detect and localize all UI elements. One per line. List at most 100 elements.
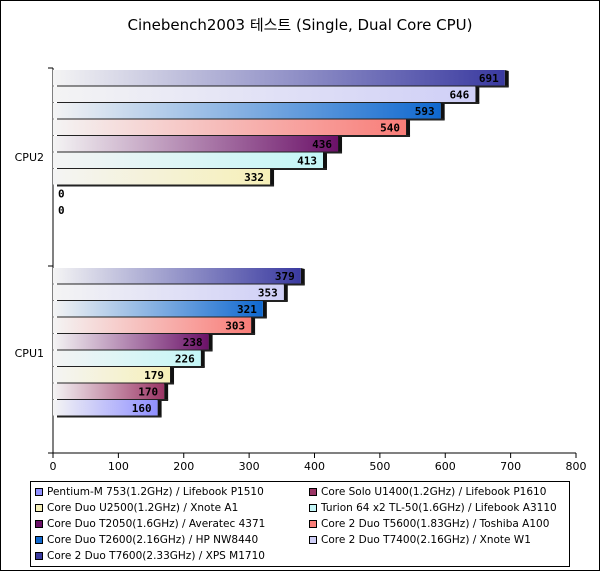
bar-face [53, 383, 165, 399]
legend-item: Turion 64 x2 TL-50(1.6GHz) / Lifebook A3… [309, 502, 557, 514]
legend-label: Core 2 Duo T7600(2.33GHz) / XPS M1710 [47, 550, 265, 562]
bar-face [53, 350, 201, 366]
legend-swatch [309, 520, 317, 528]
legend-label: Core Duo U2500(1.2GHz) / Xnote A1 [47, 502, 239, 514]
bar-face [53, 317, 252, 333]
bar-side [322, 152, 327, 169]
legend-swatch [309, 536, 317, 544]
x-tick-label: 200 [173, 460, 194, 473]
data-label: 593 [415, 105, 435, 118]
bar-side [170, 367, 175, 384]
bar-cpu2-turion-64-x2-tl-50-1-6ghz-lifebook-a3110 [53, 152, 327, 170]
bar-side [475, 86, 480, 103]
bar-cpu1-core-duo-t2600-2-16ghz-hp-nw8440 [53, 301, 267, 319]
bar-side [440, 103, 445, 120]
bar-face [53, 70, 505, 86]
bar-cpu2-core-2-duo-t7400-2-16ghz-xnote-w1 [53, 86, 480, 104]
legend-item: Core Duo T2600(2.16GHz) / HP NW8440 [35, 534, 258, 546]
data-label: 238 [183, 336, 203, 349]
bar-side [157, 400, 162, 417]
x-tick-label: 700 [500, 460, 521, 473]
bar-side [270, 169, 275, 186]
data-label: 179 [144, 369, 164, 382]
data-label: 379 [275, 270, 295, 283]
bar-cpu2-core-duo-t2050-1-6ghz-averatec-4371 [53, 136, 343, 154]
data-label: 332 [244, 171, 264, 184]
legend-swatch [35, 552, 43, 560]
bar-face [53, 152, 323, 168]
data-label: 0 [58, 204, 65, 217]
legend-label: Turion 64 x2 TL-50(1.6GHz) / Lifebook A3… [321, 502, 557, 514]
bar-side [338, 136, 343, 153]
legend-swatch [35, 536, 43, 544]
bar-face [53, 119, 407, 135]
data-label: 303 [225, 319, 245, 332]
category-label-cpu2: CPU2 [15, 151, 44, 164]
bar-cpu2-core-2-duo-t5600-1-83ghz-toshiba-a100 [53, 119, 411, 137]
legend-item: Core 2 Duo T7400(2.16GHz) / Xnote W1 [309, 534, 531, 546]
bar-face [53, 86, 476, 102]
x-tick-label: 500 [369, 460, 390, 473]
data-label: 413 [297, 154, 317, 167]
bar-cpu1-pentium-m-753-1-2ghz-lifebook-p1510 [53, 400, 162, 418]
bar-side [406, 119, 411, 136]
data-label: 646 [449, 88, 469, 101]
bar-bottom [57, 415, 162, 418]
legend-swatch [35, 504, 43, 512]
x-tick-label: 600 [435, 460, 456, 473]
data-label: 353 [258, 286, 278, 299]
bar-face [53, 367, 171, 383]
legend-item: Core Duo T2050(1.6GHz) / Averatec 4371 [35, 518, 265, 530]
data-label: 691 [479, 72, 499, 85]
legend-swatch [309, 504, 317, 512]
data-label: 540 [380, 121, 400, 134]
data-label: 0 [58, 187, 65, 200]
bar-face [53, 301, 263, 317]
x-tick-label: 0 [50, 460, 57, 473]
data-label: 436 [312, 138, 332, 151]
bar-face [53, 169, 271, 185]
bar-side [164, 383, 169, 400]
chart-title: Cinebench2003 테스트 (Single, Dual Core CPU… [127, 16, 473, 34]
bar-chart-plot: 0 100 200 300 400 500 600 700 800 CPU2 CPU1 691 646 5… [15, 67, 587, 473]
data-label: 160 [132, 402, 152, 415]
bar-side [251, 317, 256, 334]
legend-label: Core Duo T2600(2.16GHz) / HP NW8440 [47, 534, 259, 546]
bar-cpu1-core-2-duo-t7600-2-33ghz-xps-m1710 [53, 268, 305, 286]
bar-side [300, 268, 305, 285]
legend-label: Core Duo T2050(1.6GHz) / Averatec 4371 [47, 518, 266, 530]
legend-item: Pentium-M 753(1.2GHz) / Lifebook P1510 [35, 486, 264, 498]
legend-label: Core Solo U1400(1.2GHz) / Lifebook P1610 [321, 486, 547, 498]
bar-cpu1-core-2-duo-t7400-2-16ghz-xnote-w1 [53, 284, 288, 302]
bar-side [262, 301, 267, 318]
legend-item: Core Solo U1400(1.2GHz) / Lifebook P1610 [309, 486, 546, 498]
category-label-cpu1: CPU1 [15, 347, 44, 360]
x-tick-label: 800 [566, 460, 587, 473]
bar-cpu2-core-duo-u2500-1-2ghz-xnote-a1 [53, 169, 275, 187]
legend-label: Pentium-M 753(1.2GHz) / Lifebook P1510 [47, 486, 264, 498]
bar-side [200, 350, 205, 367]
legend-label: Core 2 Duo T7400(2.16GHz) / Xnote W1 [321, 534, 531, 546]
bar-cpu2-core-2-duo-t7600-2-33ghz-xps-m1710 [53, 70, 509, 88]
legend-item: Core 2 Duo T5600(1.83GHz) / Toshiba A100 [309, 518, 549, 530]
data-label: 170 [138, 385, 158, 398]
bar-face [53, 284, 284, 300]
legend-item: Core Duo U2500(1.2GHz) / Xnote A1 [35, 502, 238, 514]
bar-side [283, 284, 288, 301]
data-label: 226 [175, 352, 195, 365]
bar-bottom [57, 184, 275, 187]
bar-face [53, 136, 339, 152]
bar-side [504, 70, 509, 87]
legend-swatch [35, 520, 43, 528]
bar-cpu2-core-duo-t2600-2-16ghz-hp-nw8440 [53, 103, 445, 121]
x-tick-label: 100 [108, 460, 129, 473]
legend-swatch [309, 488, 317, 496]
legend-item: Core 2 Duo T7600(2.33GHz) / XPS M1710 [35, 550, 265, 562]
legend-swatch [35, 488, 43, 496]
x-tick-label: 300 [239, 460, 260, 473]
bar-side [208, 334, 213, 351]
bar-face [53, 334, 209, 350]
bar-face [53, 103, 441, 119]
legend-label: Core 2 Duo T5600(1.83GHz) / Toshiba A100 [321, 518, 550, 530]
legend: Pentium-M 753(1.2GHz) / Lifebook P1510 Co… [30, 481, 570, 567]
